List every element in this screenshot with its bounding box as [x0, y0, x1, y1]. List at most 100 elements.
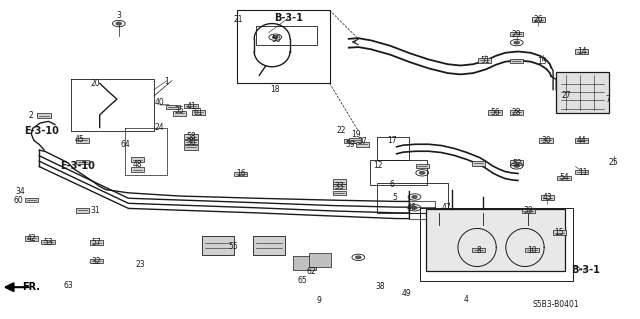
Text: 7: 7	[605, 95, 610, 104]
Text: 9: 9	[316, 296, 321, 305]
Bar	[173, 111, 186, 116]
Text: 29: 29	[512, 30, 522, 39]
Bar	[378, 183, 448, 213]
Bar	[308, 253, 332, 267]
Bar	[522, 209, 535, 213]
Text: 21: 21	[234, 15, 243, 24]
Text: 13: 13	[538, 56, 547, 65]
Bar	[333, 190, 346, 195]
Text: 11: 11	[579, 168, 588, 177]
Text: 8: 8	[476, 246, 481, 255]
Text: 19: 19	[351, 130, 360, 138]
Text: FR.: FR.	[22, 282, 40, 292]
Circle shape	[420, 172, 425, 174]
Text: E-3-10: E-3-10	[60, 161, 95, 172]
Text: 41: 41	[186, 102, 196, 111]
Text: 15: 15	[555, 228, 564, 237]
Text: S5B3-B0401: S5B3-B0401	[533, 300, 580, 309]
Text: B-3-1: B-3-1	[572, 265, 600, 275]
Bar	[38, 113, 51, 118]
Text: 58: 58	[186, 132, 196, 141]
Text: 4: 4	[463, 295, 468, 304]
Text: 47: 47	[442, 203, 451, 212]
Bar	[378, 137, 410, 160]
Bar	[344, 139, 357, 143]
Bar	[510, 160, 524, 165]
Bar	[488, 110, 502, 115]
Text: 6: 6	[389, 181, 394, 189]
Bar	[575, 170, 588, 174]
Bar	[510, 59, 524, 63]
Bar	[557, 176, 571, 180]
Text: 45: 45	[75, 135, 84, 144]
Text: 44: 44	[577, 136, 587, 145]
Bar	[525, 248, 539, 252]
Bar	[541, 195, 554, 200]
Bar	[90, 241, 103, 245]
Text: 37: 37	[357, 137, 367, 145]
Text: 25: 25	[609, 158, 619, 167]
Bar	[42, 240, 54, 244]
Text: 64: 64	[121, 140, 131, 149]
Text: 59: 59	[346, 140, 356, 149]
Bar	[556, 72, 609, 114]
Circle shape	[514, 41, 519, 44]
Bar	[202, 236, 234, 255]
Bar	[415, 164, 429, 168]
Text: E-3-10: E-3-10	[24, 126, 59, 136]
Bar	[532, 18, 545, 22]
Text: 56: 56	[490, 108, 500, 117]
Bar	[355, 142, 369, 146]
Bar	[25, 198, 38, 203]
Bar	[426, 209, 565, 271]
Text: 17: 17	[387, 136, 396, 145]
Bar	[510, 110, 524, 115]
Text: 63: 63	[63, 281, 73, 290]
Text: 39: 39	[524, 206, 533, 215]
Text: 28: 28	[512, 108, 522, 117]
Text: 36: 36	[186, 137, 196, 146]
Bar	[184, 134, 198, 139]
Text: 50: 50	[272, 35, 282, 44]
Text: 65: 65	[297, 276, 307, 285]
Circle shape	[412, 196, 417, 198]
Bar	[166, 105, 180, 109]
Text: 30: 30	[541, 136, 551, 145]
Text: 10: 10	[527, 246, 537, 255]
Text: 35: 35	[175, 106, 184, 115]
Bar	[292, 256, 316, 270]
Bar	[76, 160, 89, 164]
Bar	[370, 160, 428, 185]
Bar	[420, 208, 573, 281]
Text: 46: 46	[407, 203, 417, 212]
Text: 16: 16	[236, 169, 246, 178]
Bar	[184, 145, 198, 150]
Text: 42: 42	[26, 234, 36, 243]
Text: 18: 18	[271, 85, 280, 94]
Bar	[575, 138, 588, 143]
Text: 52: 52	[512, 159, 522, 168]
Text: 20: 20	[90, 79, 100, 88]
Text: 24: 24	[154, 123, 164, 132]
Bar	[253, 236, 285, 255]
Bar	[510, 32, 524, 36]
Bar	[192, 110, 205, 115]
Text: 49: 49	[402, 289, 412, 298]
Text: 54: 54	[559, 174, 569, 182]
Text: 12: 12	[372, 161, 382, 170]
Text: 3: 3	[116, 11, 121, 20]
Text: B-3-1: B-3-1	[274, 13, 303, 23]
Bar	[131, 157, 144, 162]
Text: 40: 40	[154, 98, 164, 107]
Bar	[76, 208, 89, 212]
Text: 1: 1	[164, 77, 169, 86]
Bar	[184, 140, 198, 144]
Text: 33: 33	[334, 182, 344, 191]
Bar	[25, 236, 38, 241]
Bar	[90, 259, 103, 263]
Text: 14: 14	[577, 47, 587, 56]
Bar	[76, 138, 89, 143]
Bar	[333, 180, 346, 184]
Text: 55: 55	[228, 242, 238, 251]
Circle shape	[116, 22, 122, 25]
